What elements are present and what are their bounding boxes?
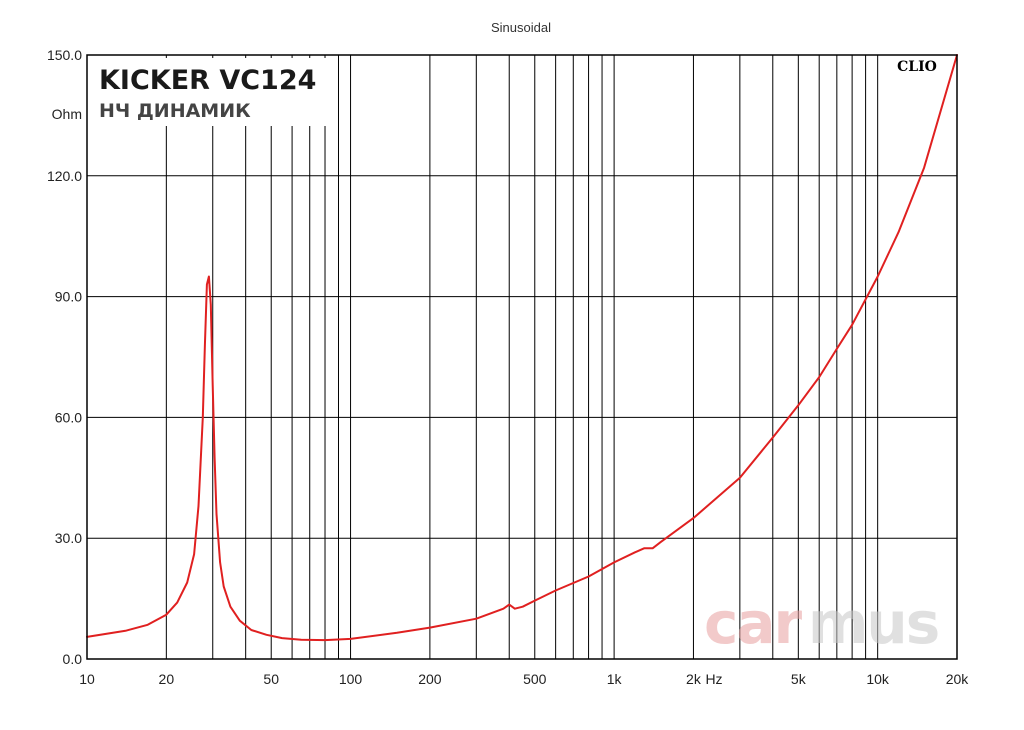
y-tick-label: 60.0	[55, 409, 82, 425]
y-tick-label: 150.0	[47, 47, 82, 63]
y-tick-label: 30.0	[55, 530, 82, 546]
y-tick-label: 120.0	[47, 168, 82, 184]
grid-lines	[87, 55, 957, 659]
model-subtitle: НЧ ДИНАМИК	[99, 100, 251, 122]
watermark-car: car	[704, 589, 803, 657]
x-tick-label: 50	[263, 671, 279, 687]
y-tick-label: 0.0	[63, 651, 83, 667]
y-tick-label: 90.0	[55, 289, 82, 305]
watermark: car mus	[704, 589, 940, 657]
impedance-curve	[86, 54, 958, 642]
watermark-mus: mus	[808, 589, 938, 657]
x-tick-label: 200	[418, 671, 442, 687]
clio-box	[892, 58, 942, 76]
x-tick-label: 10k	[866, 671, 890, 687]
x-axis-label: Hz	[705, 671, 722, 687]
chart-title: Sinusoidal	[491, 20, 551, 35]
x-tick-labels: 10 20 50 100 200 500 1k 2k 5k 10k 20k	[79, 671, 969, 687]
x-tick-label: 500	[523, 671, 547, 687]
x-tick-label: 2k	[686, 671, 702, 687]
series-layer	[86, 54, 958, 642]
brand-box	[94, 58, 326, 126]
plot-frame	[86, 54, 958, 660]
clio-label: CLIO	[897, 59, 937, 75]
y-tick-labels: 0.0 30.0 60.0 90.0 120.0 150.0	[47, 47, 82, 667]
x-tick-label: 100	[339, 671, 363, 687]
x-tick-label: 20	[159, 671, 175, 687]
x-tick-label: 5k	[791, 671, 807, 687]
x-tick-label: 20k	[946, 671, 970, 687]
x-tick-label: 1k	[607, 671, 623, 687]
x-tick-label: 10	[79, 671, 95, 687]
model-title: KICKER VC124	[99, 65, 316, 96]
y-axis-label: Ohm	[52, 106, 82, 122]
